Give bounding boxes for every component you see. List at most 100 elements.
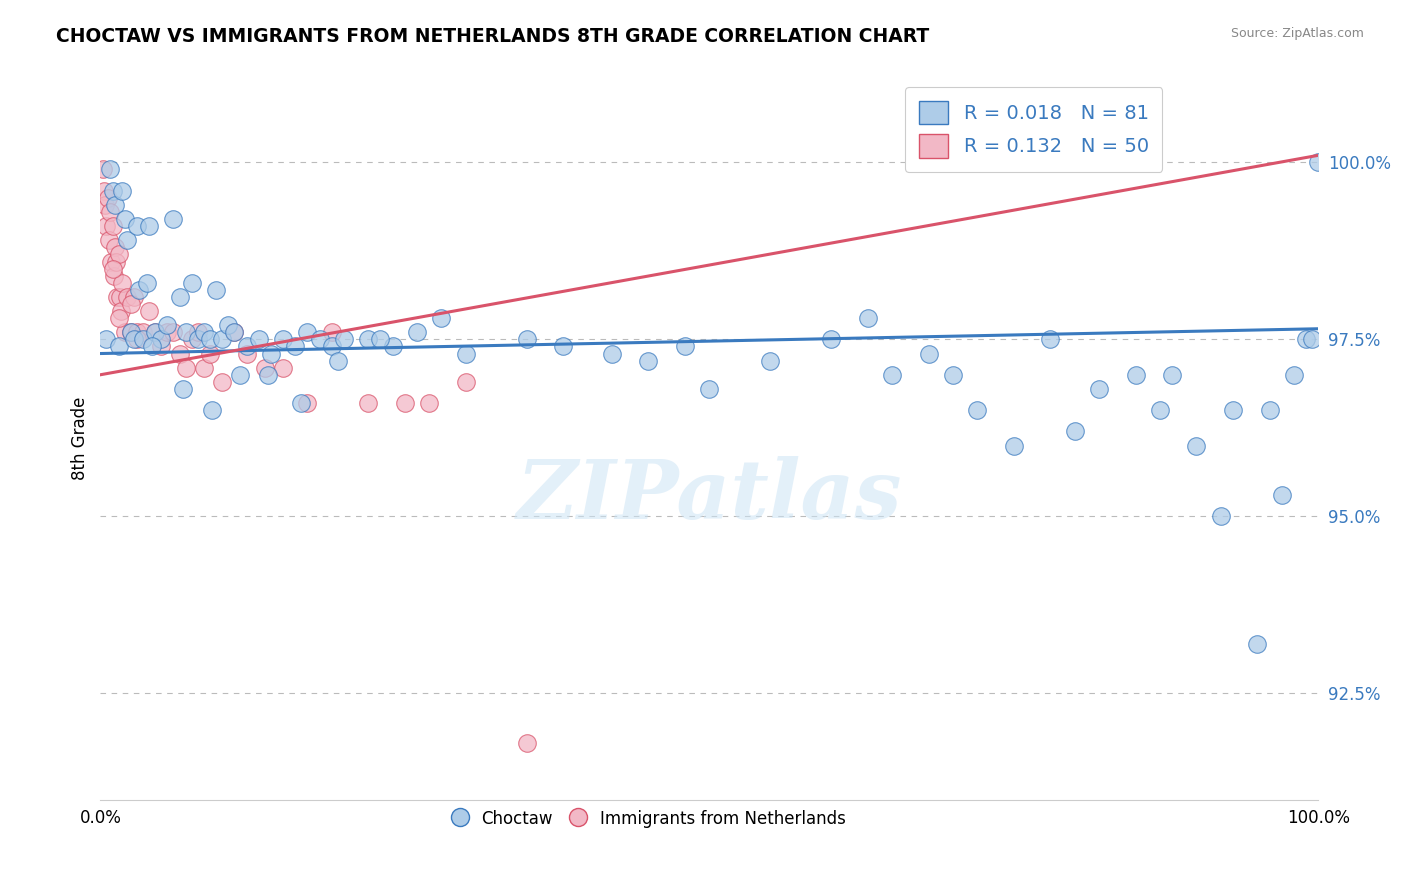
Point	[697, 382, 720, 396]
Point	[114, 212, 136, 227]
Point	[198, 332, 221, 346]
Point	[1308, 155, 1330, 169]
Point	[326, 353, 349, 368]
Point	[856, 311, 879, 326]
Point	[108, 290, 131, 304]
Point	[94, 198, 117, 212]
Point	[111, 184, 134, 198]
Point	[120, 326, 142, 340]
Point	[105, 254, 128, 268]
Point	[104, 240, 127, 254]
Point	[290, 396, 312, 410]
Point	[125, 332, 148, 346]
Point	[124, 290, 146, 304]
Point	[418, 396, 440, 410]
Point	[1258, 403, 1281, 417]
Point	[1271, 488, 1294, 502]
Point	[172, 382, 194, 396]
Point	[111, 276, 134, 290]
Point	[120, 326, 142, 340]
Point	[1185, 439, 1208, 453]
Point	[247, 332, 270, 346]
Point	[1161, 368, 1184, 382]
Point	[96, 332, 118, 346]
Point	[1209, 509, 1232, 524]
Point	[253, 360, 276, 375]
Text: Source: ZipAtlas.com: Source: ZipAtlas.com	[1230, 27, 1364, 40]
Point	[673, 339, 696, 353]
Point	[101, 184, 124, 198]
Point	[759, 353, 782, 368]
Point	[162, 326, 184, 340]
Point	[201, 403, 224, 417]
Point	[321, 339, 343, 353]
Point	[381, 339, 404, 353]
Point	[406, 326, 429, 340]
Point	[198, 346, 221, 360]
Point	[1125, 368, 1147, 382]
Point	[357, 396, 380, 410]
Point	[260, 346, 283, 360]
Text: CHOCTAW VS IMMIGRANTS FROM NETHERLANDS 8TH GRADE CORRELATION CHART: CHOCTAW VS IMMIGRANTS FROM NETHERLANDS 8…	[56, 27, 929, 45]
Point	[97, 191, 120, 205]
Point	[107, 247, 129, 261]
Point	[141, 339, 163, 353]
Point	[1301, 332, 1323, 346]
Point	[100, 254, 122, 268]
Point	[284, 339, 307, 353]
Point	[98, 162, 121, 177]
Point	[101, 261, 124, 276]
Point	[297, 396, 319, 410]
Point	[1002, 439, 1025, 453]
Point	[1039, 332, 1062, 346]
Point	[96, 219, 118, 233]
Point	[124, 332, 146, 346]
Point	[162, 212, 184, 227]
Point	[115, 290, 138, 304]
Point	[257, 368, 280, 382]
Point	[120, 297, 142, 311]
Point	[1295, 332, 1317, 346]
Point	[966, 403, 988, 417]
Point	[93, 184, 115, 198]
Point	[1149, 403, 1171, 417]
Point	[333, 332, 356, 346]
Point	[150, 332, 173, 346]
Point	[114, 326, 136, 340]
Point	[1282, 368, 1305, 382]
Point	[235, 346, 257, 360]
Point	[132, 332, 155, 346]
Point	[211, 375, 233, 389]
Point	[128, 283, 150, 297]
Point	[394, 396, 416, 410]
Point	[321, 326, 343, 340]
Point	[125, 326, 148, 340]
Point	[174, 360, 197, 375]
Point	[143, 326, 166, 340]
Point	[1246, 637, 1268, 651]
Point	[193, 326, 215, 340]
Text: ZIPatlas: ZIPatlas	[516, 456, 903, 536]
Point	[107, 339, 129, 353]
Point	[880, 368, 903, 382]
Point	[156, 318, 179, 333]
Legend: Choctaw, Immigrants from Netherlands: Choctaw, Immigrants from Netherlands	[444, 803, 852, 835]
Point	[132, 326, 155, 340]
Point	[516, 332, 538, 346]
Point	[600, 346, 623, 360]
Point	[101, 219, 124, 233]
Point	[143, 326, 166, 340]
Point	[942, 368, 965, 382]
Point	[135, 276, 157, 290]
Point	[187, 332, 209, 346]
Point	[138, 304, 160, 318]
Point	[104, 198, 127, 212]
Point	[454, 346, 477, 360]
Point	[297, 326, 319, 340]
Point	[156, 326, 179, 340]
Point	[271, 332, 294, 346]
Point	[370, 332, 392, 346]
Point	[1063, 425, 1085, 439]
Point	[1222, 403, 1244, 417]
Point	[103, 268, 125, 283]
